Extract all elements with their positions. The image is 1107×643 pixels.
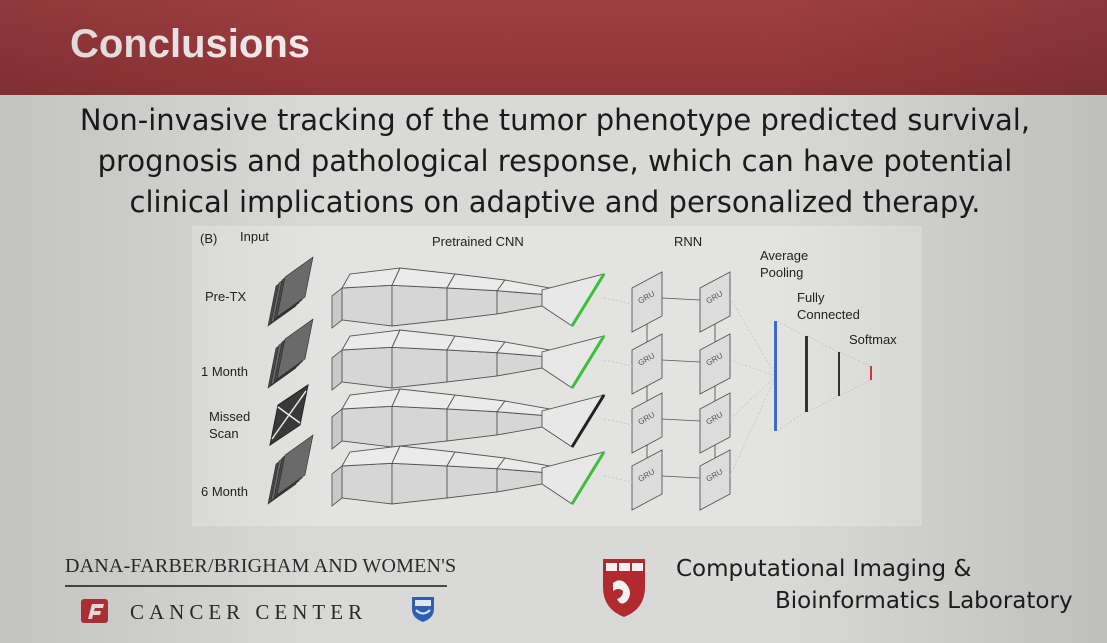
input-slice-pretx-3 xyxy=(276,256,314,318)
link-gru-gru-6month xyxy=(661,475,701,479)
fully-connected-label: Fully Connected xyxy=(797,290,860,322)
link-gru-pool-missed xyxy=(729,375,777,420)
bwh-shield-icon xyxy=(412,597,434,622)
average-pooling-bar xyxy=(774,321,777,431)
row-label-pretx: Pre-TX xyxy=(205,289,247,304)
logo-divider xyxy=(65,585,447,587)
conclusion-line-3: clinical implications on adaptive and pe… xyxy=(129,185,981,219)
head-link-5 xyxy=(839,379,871,397)
head-link-0 xyxy=(776,320,806,337)
missed-scan-cross-b xyxy=(277,406,301,424)
dana-farber-icon xyxy=(81,599,108,623)
link-cnn-gru-6month xyxy=(603,475,633,483)
head-link-4 xyxy=(839,351,871,367)
softmax-bar xyxy=(870,366,872,380)
cnn-front-missed-0 xyxy=(341,405,393,448)
fully-connected-bar-2 xyxy=(838,352,840,396)
input-slice-6month-3 xyxy=(276,434,314,496)
lab-name-line-2: Bioinformatics Laboratory xyxy=(775,588,1073,614)
cnn-left-pretx xyxy=(331,287,343,329)
cnn-front-pretx-1 xyxy=(391,284,448,327)
cnn-front-6month-0 xyxy=(341,462,393,505)
link-cnn-gru-missed xyxy=(603,418,633,426)
gru-box-missed-a xyxy=(631,392,663,454)
link-gru-gru-pretx xyxy=(661,297,701,301)
link-cnn-gru-1month xyxy=(603,359,633,367)
cnn-output-edge-pretx xyxy=(570,273,606,327)
fully-connected-bar xyxy=(805,336,808,412)
cnn-front-6month-1 xyxy=(391,462,448,505)
row-label-6month: 6 Month xyxy=(201,484,248,499)
link-cnn-gru-pretx xyxy=(603,297,633,305)
softmax-label: Softmax xyxy=(849,332,897,347)
cnn-front-1month-1 xyxy=(391,346,448,389)
row-label-missed-scan: Missed Scan xyxy=(209,409,251,441)
link-gru-pool-pretx xyxy=(729,297,777,377)
title-bar: Conclusions xyxy=(0,0,1107,95)
cnn-front-pretx-2 xyxy=(446,287,498,321)
cnn-output-edge-6month xyxy=(570,451,606,505)
gru-box-6month-a xyxy=(631,449,663,511)
dfbw-logo: DANA-FARBER/BRIGHAM AND WOMEN'S CANCER C… xyxy=(65,555,457,624)
gru-box-1month-b xyxy=(699,333,731,395)
cnn-left-6month xyxy=(331,465,343,507)
cnn-output-edge-missed xyxy=(570,394,606,448)
cnn-front-missed-1 xyxy=(391,405,448,448)
slide-title: Conclusions xyxy=(70,22,311,66)
gru-box-missed-b xyxy=(699,392,731,454)
cnn-front-1month-0 xyxy=(341,346,393,389)
cnn-front-6month-2 xyxy=(446,465,498,499)
gru-box-pretx-a xyxy=(631,271,663,333)
architecture-figure: GRU GRU GRU GRU GRU GRU GRU GRU (B) Input Pretr… xyxy=(192,226,922,526)
input-header: Input xyxy=(240,229,269,244)
lab-name-line-1: Computational Imaging & xyxy=(676,556,972,582)
cancer-center-text: CANCER CENTER xyxy=(130,600,368,624)
gru-box-6month-b xyxy=(699,449,731,511)
link-gru-gru-1month xyxy=(661,359,701,363)
head-link-2 xyxy=(807,335,839,353)
input-slice-1month-3 xyxy=(276,318,314,380)
rnn-header: RNN xyxy=(674,234,703,249)
cibl-logo: Computational Imaging & Bioinformatics L… xyxy=(600,555,1090,625)
row-label-1month: 1 Month xyxy=(201,364,248,379)
conclusion-text: Non-invasive tracking of the tumor pheno… xyxy=(60,100,1050,223)
head-link-3 xyxy=(807,395,839,413)
dfbw-name: DANA-FARBER/BRIGHAM AND WOMEN'S xyxy=(65,555,457,577)
panel-label: (B) xyxy=(200,231,218,246)
cnn-left-missed xyxy=(331,408,343,450)
conclusion-line-1: Non-invasive tracking of the tumor pheno… xyxy=(79,103,1031,137)
head-link-1 xyxy=(776,411,806,432)
harvard-shield-icon xyxy=(603,559,645,617)
link-gru-pool-1month xyxy=(729,359,777,377)
gru-box-1month-a xyxy=(631,333,663,395)
cnn-front-missed-2 xyxy=(446,408,498,442)
cnn-output-edge-1month xyxy=(570,335,606,389)
conclusion-line-2: prognosis and pathological response, whi… xyxy=(97,144,1013,178)
link-gru-gru-missed xyxy=(661,418,701,422)
cnn-left-1month xyxy=(331,349,343,391)
gru-box-pretx-b xyxy=(699,271,731,333)
cnn-front-1month-2 xyxy=(446,349,498,383)
cnn-header: Pretrained CNN xyxy=(432,234,524,249)
cnn-front-pretx-0 xyxy=(341,284,393,327)
average-pooling-label: Average Pooling xyxy=(760,248,809,280)
